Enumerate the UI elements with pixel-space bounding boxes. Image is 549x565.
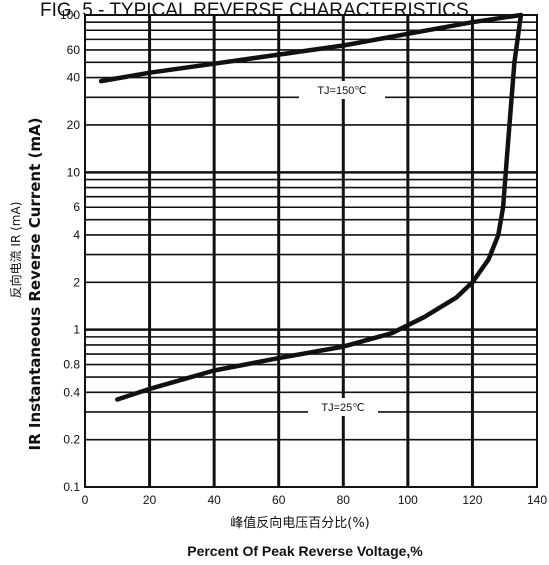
y-axis-label-cn: 反向电流 IR (mA) [8,202,23,299]
y-tick-label: 1 [73,323,80,337]
x-tick-label: 100 [398,493,418,507]
series-label-bg-tj150 [299,81,385,99]
plot-frame [84,14,538,488]
chart-title: FIG. 5 - TYPICAL REVERSE CHARACTERISTICS [40,0,469,21]
y-tick-label: 40 [67,71,81,85]
y-tick-label: 4 [73,228,80,242]
x-tick-label: 0 [82,493,89,507]
y-tick-label: 0.1 [63,480,80,494]
x-tick-label: 80 [337,493,351,507]
x-axis-label: Percent Of Peak Reverse Voltage,% [187,543,423,559]
x-tick-label: 40 [207,493,221,507]
series-label-tj150: TJ=150℃ [317,85,366,97]
plot-area: 0 20 40 60 80 100 120 140 100 60 40 20 10 6 4 2 1 0.8 0.4 0… [60,8,547,507]
x-tick-label: 120 [462,493,482,507]
y-tick-label: 60 [67,43,81,57]
y-tick-label: 0.2 [63,433,80,447]
y-tick-label: 0.4 [63,385,80,399]
series-label-tj25: TJ=25℃ [321,402,364,414]
x-axis-label-cn: 峰值反向电压百分比(%) [230,515,370,531]
x-tick-label: 60 [272,493,286,507]
series-line-tj25 [115,12,524,402]
x-tick-label: 20 [143,493,157,507]
x-tick-label: 140 [527,493,547,507]
y-tick-label: 6 [73,200,80,214]
y-tick-label: 0.8 [63,358,80,372]
y-tick-label: 100 [60,8,80,22]
series-line-tj150 [98,12,524,84]
y-tick-label: 2 [73,275,80,289]
series-label-bg-tj25 [308,398,378,416]
y-tick-label: 10 [67,165,81,179]
y-axis-label: IR Instantaneous Reverse Current (mA) [26,118,44,451]
y-tick-label: 20 [67,118,81,132]
